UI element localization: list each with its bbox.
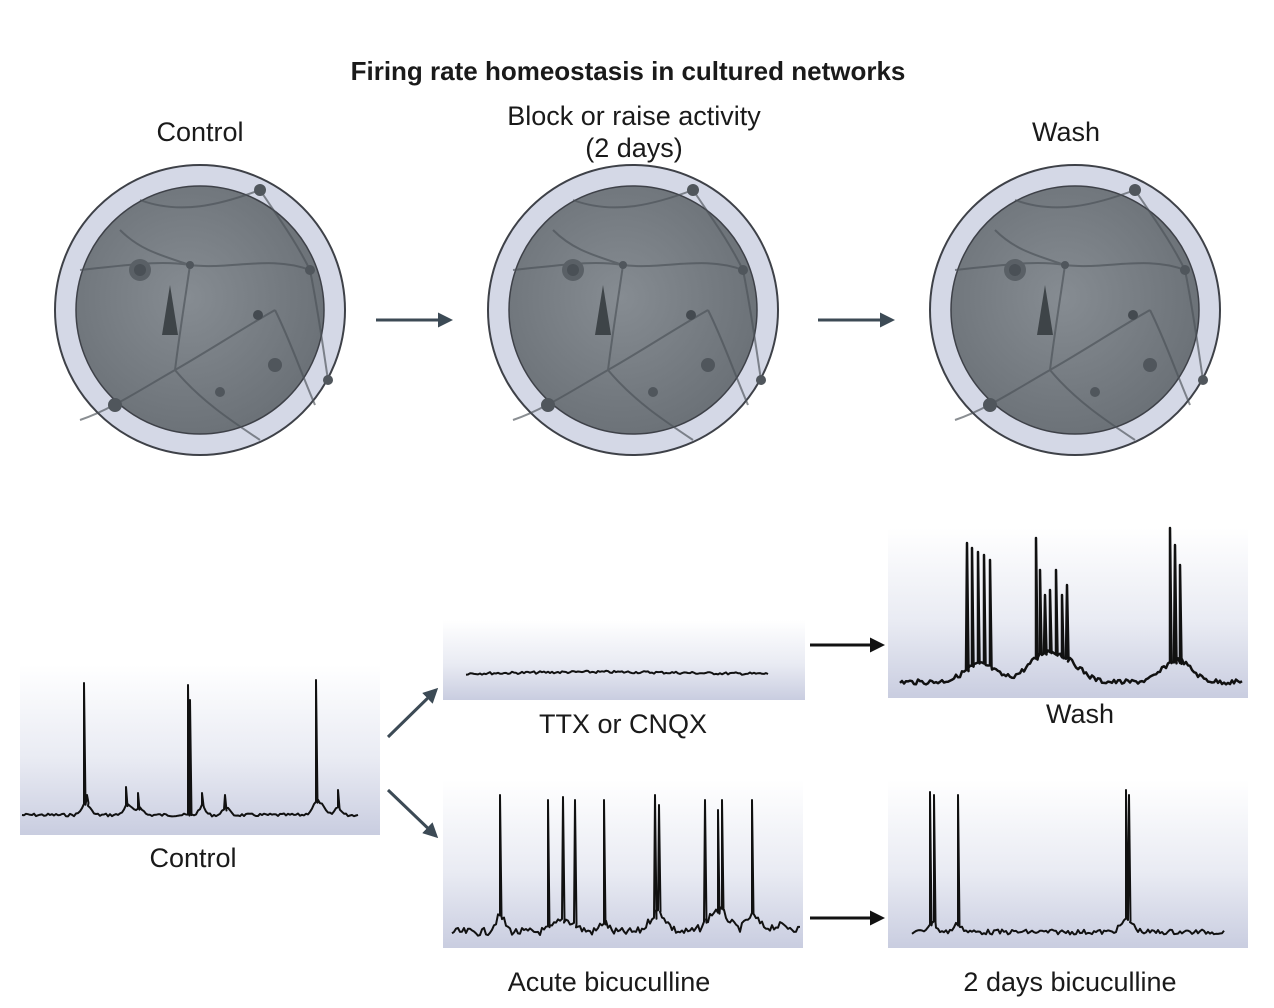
trace-panel-chronic: [888, 780, 1248, 948]
culture-dish-block: [487, 164, 779, 456]
trace-label-acute: Acute bicuculline: [507, 967, 711, 997]
stage-label-line: Block or raise activity: [507, 101, 761, 131]
trace-panel-acute: [443, 780, 803, 948]
stage-label-line: (2 days): [585, 133, 683, 163]
stage-label-line: Control: [156, 117, 244, 147]
stage-label-line: Wash: [1031, 117, 1100, 147]
culture-dish-control: [54, 164, 346, 456]
culture-dish-wash: [929, 164, 1221, 456]
voltage-trace-chronic: [911, 789, 1225, 936]
figure-title: Firing rate homeostasis in cultured netw…: [350, 56, 906, 86]
trace-label-ttx: TTX or CNQX: [538, 709, 707, 739]
stage-label-block: Block or raise activity (2 days): [474, 100, 794, 164]
trace-panel-ttx: [443, 620, 805, 700]
voltage-trace-ttx: [465, 669, 769, 676]
voltage-trace-wash: [899, 526, 1243, 686]
voltage-trace-acute: [451, 794, 800, 937]
trace-label-wash: Wash: [1045, 699, 1114, 729]
trace-label-control: Control: [149, 843, 237, 873]
stage-label-control: Control: [100, 116, 300, 148]
arrow-down-right-icon: [386, 788, 439, 839]
voltage-trace-control: [21, 679, 359, 818]
arrow-up-right-icon: [386, 687, 439, 739]
stage-label-wash: Wash: [966, 116, 1166, 148]
trace-label-chronic: 2 days bicuculline: [963, 967, 1177, 997]
